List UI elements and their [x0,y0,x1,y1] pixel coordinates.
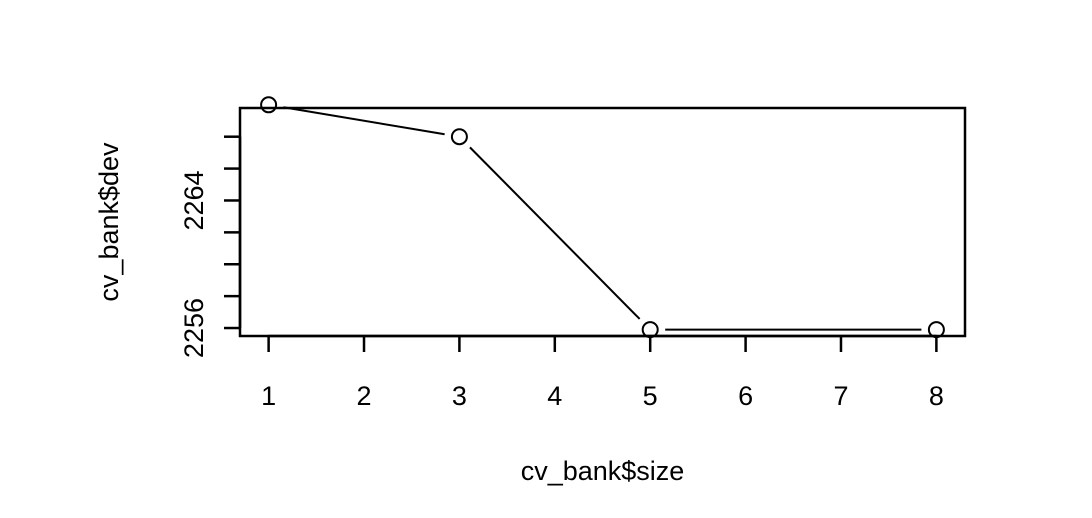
y-axis: 2256 2264 [179,135,242,358]
x-tick-label: 2 [356,381,371,411]
x-axis: 1 2 3 4 5 6 7 8 [261,334,944,411]
series-line-segment [469,146,641,320]
y-axis-label: cv_bank$dev [94,142,124,302]
x-axis-label: cv_bank$size [521,456,685,486]
x-tick-label: 4 [547,381,562,411]
series-lines [283,106,922,331]
x-tick-label: 3 [452,381,467,411]
x-tick-label: 7 [833,381,848,411]
y-tick-label: 2264 [179,170,209,230]
x-tick-label: 6 [738,381,753,411]
data-point [260,96,278,114]
x-tick-label: 8 [929,381,944,411]
plot-frame [238,106,967,338]
y-tick-label: 2256 [179,298,209,358]
series-points [260,96,945,339]
series-line-segment [283,106,445,136]
data-point [450,128,468,146]
x-tick-label: 5 [643,381,658,411]
x-tick-label: 1 [261,381,276,411]
